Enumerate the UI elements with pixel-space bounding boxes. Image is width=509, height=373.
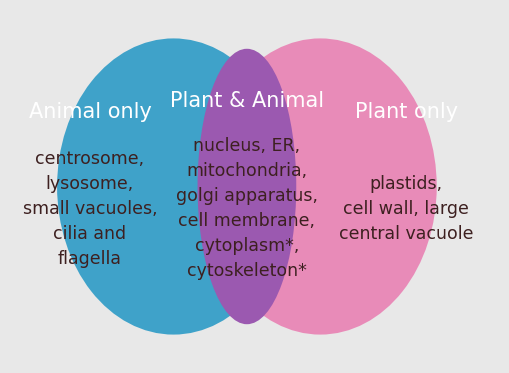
Text: Plant only: Plant only	[355, 103, 458, 122]
Text: Plant & Animal: Plant & Animal	[170, 91, 324, 112]
Ellipse shape	[204, 38, 437, 335]
Text: nucleus, ER,
mitochondria,
golgi apparatus,
cell membrane,
cytoplasm*,
cytoskele: nucleus, ER, mitochondria, golgi apparat…	[176, 137, 318, 280]
Text: Animal only: Animal only	[29, 103, 151, 122]
Ellipse shape	[57, 38, 290, 335]
Text: centrosome,
lysosome,
small vacuoles,
cilia and
flagella: centrosome, lysosome, small vacuoles, ci…	[23, 150, 157, 268]
Ellipse shape	[197, 49, 296, 324]
Text: plastids,
cell wall, large
central vacuole: plastids, cell wall, large central vacuo…	[339, 175, 473, 243]
